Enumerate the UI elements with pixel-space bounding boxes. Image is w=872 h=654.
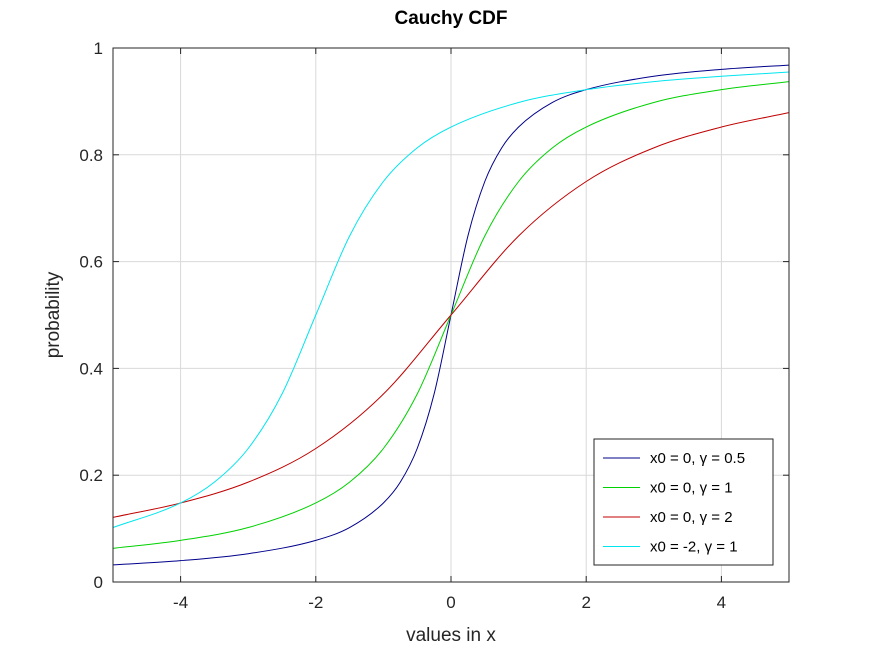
series-line-4: [112, 71, 790, 528]
legend-box: [593, 438, 774, 566]
legend-label-1: x0 = 0, γ = 0.5: [650, 450, 745, 467]
y-tick-label: 0.6: [79, 253, 103, 272]
legend-label-2: x0 = 0, γ = 1: [650, 480, 733, 497]
y-tick-label: 0.4: [79, 359, 103, 378]
y-tick-label: 0.8: [79, 146, 103, 165]
legend: x0 = 0, γ = 0.5 x0 = 0, γ = 1 x0 = 0, γ = …: [593, 438, 774, 566]
legend-label-4: x0 = -2, γ = 1: [650, 539, 738, 556]
ticks: -4 -2 0 2 4 0 0.2 0.4 0.6 0.8 1: [79, 39, 789, 612]
y-tick-label: 0: [94, 573, 103, 592]
x-axis-label: values in x: [406, 625, 496, 646]
x-tick-label: -2: [308, 593, 323, 612]
series-layer: [112, 64, 790, 566]
chart-title: Cauchy CDF: [395, 8, 508, 29]
legend-label-3: x0 = 0, γ = 2: [650, 509, 733, 526]
series-line-3: [112, 112, 790, 518]
x-tick-label: -4: [173, 593, 188, 612]
x-tick-label: 4: [717, 593, 726, 612]
x-tick-label: 2: [581, 593, 590, 612]
y-axis-label: probability: [43, 271, 64, 358]
y-tick-label: 0.2: [79, 466, 103, 485]
y-tick-label: 1: [94, 39, 103, 58]
x-tick-label: 0: [446, 593, 455, 612]
